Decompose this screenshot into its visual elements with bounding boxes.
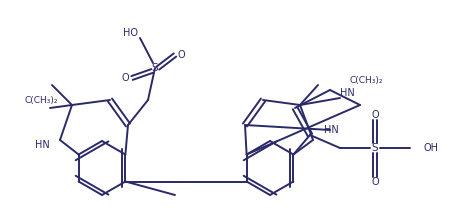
Text: O: O [177,50,185,60]
Text: HN: HN [340,88,355,98]
Text: C(CH₃)₂: C(CH₃)₂ [350,76,383,85]
Text: OH: OH [423,143,438,153]
Text: S: S [372,143,378,153]
Text: HN: HN [35,140,49,150]
Text: C(CH₃)₂: C(CH₃)₂ [24,95,58,104]
Text: S: S [152,63,158,73]
Text: O: O [371,110,379,120]
Text: HO: HO [123,28,138,38]
Text: HN: HN [324,125,338,135]
Text: O: O [371,177,379,187]
Text: O: O [121,73,129,83]
